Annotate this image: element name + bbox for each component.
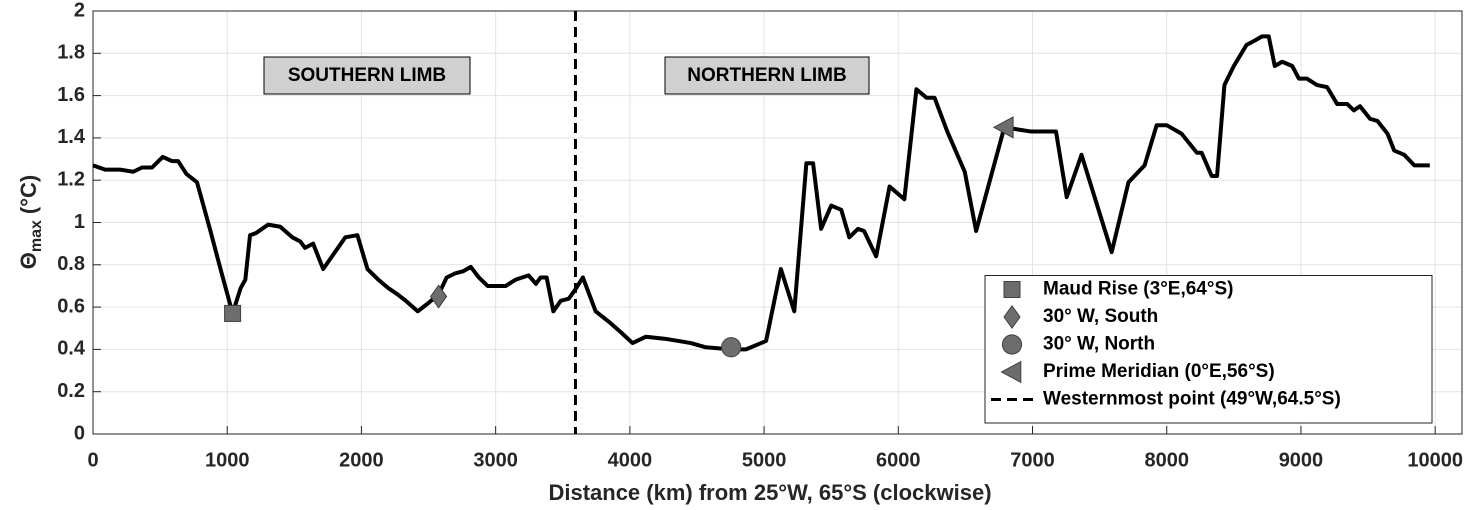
y-tick-label: 1: [74, 211, 85, 233]
y-label-symbol: Θ: [16, 252, 41, 269]
y-axis-label: Θmax (°C): [16, 175, 45, 270]
y-tick-label: 0.4: [57, 338, 86, 360]
x-tick-label: 8000: [1144, 449, 1189, 471]
marker: [1000, 360, 1022, 384]
legend-label: 30° W, North: [1043, 334, 1155, 355]
legend-label: Maud Rise (3°E,64°S): [1043, 279, 1233, 300]
plot-frame: [92, 10, 1463, 435]
y-tick-label: 0.6: [57, 295, 85, 317]
y-label-unit: (°C): [16, 175, 41, 214]
y-tick-label: 0.2: [57, 380, 85, 402]
legend-label: Prime Meridian (0°E,56°S): [1043, 361, 1275, 382]
x-tick-label: 2000: [339, 449, 384, 471]
x-axis-label: Distance (km) from 25°W, 65°S (clockwise…: [548, 480, 991, 505]
y-tick-label: 0.8: [57, 253, 85, 275]
annotation-box: [664, 56, 870, 95]
marker: [1003, 281, 1021, 298]
marker: [429, 284, 448, 309]
annotation: SOUTHERN LIMB: [288, 65, 446, 86]
annotation-box: [263, 56, 471, 95]
x-tick-label: 6000: [876, 449, 921, 471]
marker: [721, 337, 742, 358]
x-tick-label: 9000: [1279, 449, 1324, 471]
marker: [992, 116, 1014, 139]
x-tick-label: 5000: [742, 449, 787, 471]
x-tick-label: 0: [87, 449, 98, 471]
x-tick-label: 3000: [473, 449, 518, 471]
x-tick-label: 1000: [205, 449, 250, 471]
y-tick-label: 2: [74, 0, 85, 21]
legend-label: 30° W, South: [1043, 306, 1158, 327]
marker: [1001, 334, 1023, 355]
legend-label: Westernmost point (49°W,64.5°S): [1043, 389, 1341, 410]
x-tick-label: 4000: [608, 449, 653, 471]
x-tick-label: 10000: [1407, 449, 1463, 471]
y-tick-label: 1.2: [57, 168, 85, 190]
y-tick-label: 1.8: [57, 42, 85, 64]
x-tick-label: 7000: [1010, 449, 1055, 471]
legend-box: [984, 275, 1433, 424]
y-label-subscript: max: [28, 220, 45, 252]
y-tick-label: 0: [74, 422, 85, 444]
marker: [1003, 304, 1021, 330]
y-tick-label: 1.4: [57, 126, 86, 148]
annotation: NORTHERN LIMB: [687, 65, 846, 86]
y-tick-label: 1.6: [57, 84, 85, 106]
marker: [224, 304, 242, 322]
